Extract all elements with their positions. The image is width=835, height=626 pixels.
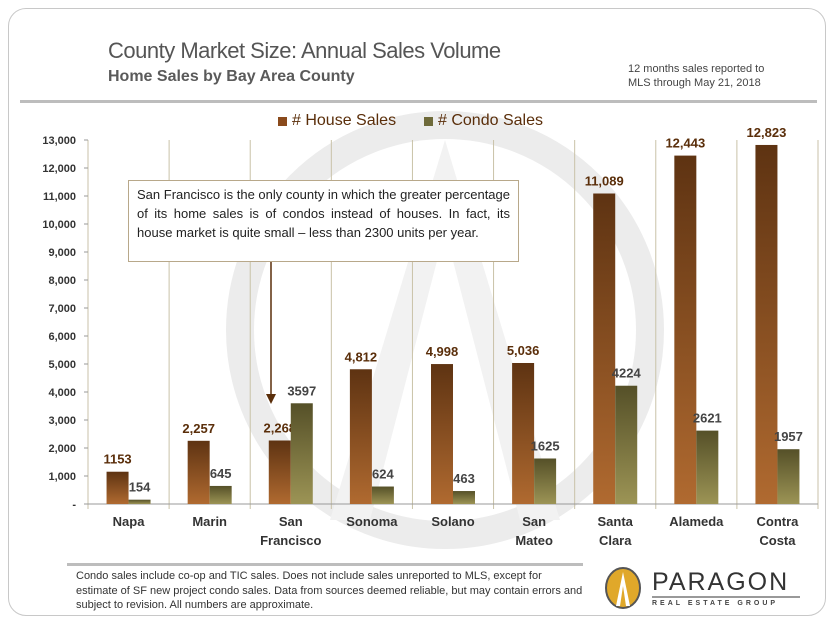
- category-label: Santa: [598, 514, 634, 529]
- logo-subtitle: REAL ESTATE GROUP: [652, 600, 779, 607]
- category-label: Mateo: [515, 533, 553, 548]
- condo-bar: [371, 486, 394, 504]
- house-bar: [593, 193, 616, 504]
- legend-house: # House Sales: [278, 112, 396, 130]
- legend-swatch-house: [278, 116, 287, 126]
- logo-divider: [652, 596, 800, 598]
- y-tick-label: 9,000: [48, 247, 76, 259]
- category-label: San: [522, 514, 546, 529]
- y-tick-label: 5,000: [48, 359, 76, 371]
- y-tick-label: 1,000: [48, 471, 76, 483]
- house-bar: [187, 440, 210, 504]
- category-label: Costa: [759, 533, 796, 548]
- category-label: Sonoma: [346, 514, 398, 529]
- y-tick-label: 13,000: [42, 135, 76, 147]
- data-label: 2,268: [264, 420, 297, 435]
- legend-label: # Condo Sales: [438, 112, 543, 129]
- condo-bar: [534, 458, 557, 504]
- legend-condo: # Condo Sales: [424, 112, 543, 130]
- paragon-logo-icon: [605, 567, 641, 609]
- chart-title: County Market Size: Annual Sales Volume: [108, 38, 501, 63]
- category-label: Alameda: [669, 514, 724, 529]
- data-label: 12,823: [747, 125, 787, 140]
- y-tick-label: 12,000: [42, 163, 76, 175]
- y-tick-label: 11,000: [43, 191, 76, 203]
- y-tick-label: 2,000: [48, 443, 76, 455]
- logo-name: PARAGON: [652, 568, 790, 596]
- house-bar: [755, 144, 778, 504]
- condo-bar: [209, 485, 232, 504]
- y-tick-label: 10,000: [42, 219, 76, 231]
- house-bar: [512, 362, 535, 504]
- data-label: 11,089: [585, 174, 624, 189]
- data-label: 4,998: [426, 344, 459, 359]
- arrow-head-icon: [266, 394, 276, 404]
- chart-subtitle: Home Sales by Bay Area County: [108, 68, 355, 85]
- y-tick-label: -: [72, 499, 76, 511]
- legend-label: # House Sales: [292, 112, 397, 129]
- note-line: MLS through May 21, 2018: [628, 77, 761, 89]
- data-label: 5,036: [507, 343, 540, 358]
- condo-bar: [290, 403, 313, 504]
- condo-bar: [128, 499, 151, 504]
- house-bar: [431, 364, 453, 504]
- data-label: 624: [372, 467, 394, 482]
- data-label: 3597: [287, 383, 316, 398]
- category-label: Clara: [599, 533, 632, 548]
- data-label: 463: [453, 471, 475, 486]
- chart-frame: [8, 8, 826, 616]
- header-divider: [20, 100, 817, 103]
- data-label: 1625: [531, 439, 560, 454]
- house-bar: [268, 440, 291, 504]
- footer-disclaimer: Condo sales include co-op and TIC sales.…: [76, 570, 583, 611]
- category-label: Contra: [756, 514, 799, 529]
- data-label: 2,257: [182, 421, 215, 436]
- condo-bar: [615, 385, 638, 504]
- y-tick-label: 4,000: [48, 387, 76, 399]
- house-bar: [106, 471, 129, 504]
- data-label: 4,812: [345, 349, 378, 364]
- data-label: 1957: [774, 429, 803, 444]
- y-tick-label: 3,000: [48, 415, 76, 427]
- house-bar: [349, 369, 372, 504]
- data-label: 4224: [612, 366, 642, 381]
- condo-bar: [777, 449, 800, 504]
- data-label: 154: [129, 480, 151, 495]
- annotation-callout: San Francisco is the only county in whic…: [128, 180, 519, 262]
- data-label: 2621: [693, 411, 722, 426]
- date-note: 12 months sales reported to MLS through M…: [628, 62, 764, 90]
- category-label: Solano: [431, 514, 474, 529]
- house-bar: [674, 155, 697, 504]
- y-tick-label: 8,000: [48, 275, 76, 287]
- category-label: San: [279, 514, 303, 529]
- condo-bar: [696, 430, 719, 504]
- y-tick-label: 6,000: [48, 331, 76, 343]
- category-label: Napa: [113, 514, 146, 529]
- data-label: 645: [210, 466, 232, 481]
- data-label: 1153: [103, 452, 131, 467]
- note-line: 12 months sales reported to: [628, 63, 765, 75]
- condo-bar: [453, 491, 475, 504]
- footer-divider: [67, 563, 583, 566]
- category-label: Marin: [192, 514, 227, 529]
- data-label: 12,443: [665, 136, 705, 151]
- legend-swatch-condo: [424, 116, 433, 126]
- y-tick-label: 7,000: [48, 303, 76, 315]
- category-label: Francisco: [260, 533, 321, 548]
